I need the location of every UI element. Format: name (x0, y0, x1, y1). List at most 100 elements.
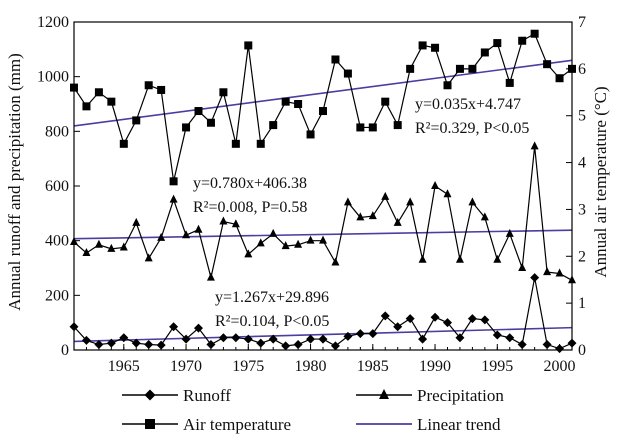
air-temperature-point (256, 139, 265, 148)
air-temperature-point (331, 55, 340, 64)
legend-label-runoff: Runoff (183, 386, 231, 405)
runoff-point (330, 341, 340, 351)
left-axis-tick-label: 0 (61, 342, 69, 359)
runoff-point (418, 334, 428, 344)
temperature-trend-stats: R²=0.329, P<0.05 (415, 120, 529, 137)
air-temperature-point (530, 29, 539, 38)
runoff-point (542, 340, 552, 350)
trend-line-3 (73, 326, 573, 343)
legend-label-precipitation: Precipitation (417, 386, 504, 405)
right-axis-tick-label: 4 (578, 155, 586, 172)
runoff-point (530, 273, 540, 283)
right-axis-tick-label: 6 (578, 61, 586, 78)
runoff-point (355, 329, 365, 339)
air-temperature-point (269, 121, 278, 130)
precipitation-point (94, 239, 103, 248)
runoff-point (144, 340, 154, 350)
runoff-point (218, 333, 228, 343)
axes: 0 200 400 600 800 1000 1200 0 1 2 3 4 5 6 7 1965 1970 197… (37, 14, 586, 375)
air-temperature-point (543, 60, 552, 69)
runoff-point (293, 340, 303, 350)
left-axis-tick-label: 1000 (37, 69, 69, 86)
precipitation-point (368, 211, 377, 220)
runoff-point (106, 338, 116, 348)
runoff-point (206, 340, 216, 350)
runoff-point (169, 322, 179, 332)
precipitation-point (505, 228, 514, 237)
runoff-point (455, 333, 465, 343)
runoff-point (343, 331, 353, 341)
precipitation-point (306, 235, 315, 244)
temperature-trend-equation: y=0.035x+4.747 (415, 96, 521, 113)
x-axis-tick-label: 1985 (357, 358, 389, 375)
precipitation-point (319, 235, 327, 244)
runoff-point (405, 314, 415, 324)
runoff-point (268, 334, 278, 344)
air-temperature-point (294, 100, 303, 108)
x-axis-tick-label: 1980 (295, 358, 327, 375)
runoff-point (368, 329, 378, 339)
air-temperature-point (281, 97, 290, 106)
x-axis-tick-label: 1990 (419, 358, 451, 375)
runoff-point (243, 334, 253, 344)
runoff-point (517, 340, 527, 350)
precipitation-point (281, 241, 290, 250)
runoff-point (318, 334, 328, 344)
air-temperature-point (443, 81, 452, 90)
air-temperature-point (418, 41, 427, 50)
air-temperature-point (505, 78, 514, 87)
precipitation-point (493, 254, 502, 263)
x-axis-tick-label: 2000 (544, 358, 576, 375)
precipitation-point (244, 249, 253, 258)
precipitation-point (406, 197, 415, 206)
precipitation-point (480, 212, 489, 221)
runoff-point (443, 318, 452, 328)
precipitation-point (418, 254, 427, 263)
air-temperature-point (231, 139, 240, 148)
x-axis-tick-label: 1995 (481, 358, 513, 375)
precipitation-point (381, 191, 390, 200)
precipitation-point (219, 216, 228, 225)
precipitation-point (455, 254, 464, 263)
right-axis-tick-label: 1 (578, 295, 586, 312)
precipitation-trend-stats: R²=0.008, P=0.58 (193, 199, 307, 216)
right-axis-tick-label: 5 (578, 108, 586, 125)
precipitation-point (169, 194, 178, 203)
runoff-point (505, 333, 515, 343)
left-axis-tick-label: 400 (45, 233, 69, 250)
x-axis-tick-label: 1970 (170, 358, 202, 375)
legend-label-linear-trend: Linear trend (417, 415, 501, 434)
air-temperature-point (107, 97, 116, 106)
air-temperature-point (480, 48, 489, 57)
legend-swatch-precipitation (379, 389, 389, 399)
precipitation-point (543, 267, 552, 276)
precipitation-point (356, 212, 365, 221)
precipitation-point (443, 189, 452, 198)
precipitation-point (530, 141, 539, 150)
left-axis-tick-label: 1200 (37, 14, 69, 31)
left-axis-tick-label: 200 (45, 287, 69, 304)
runoff-point (380, 311, 390, 321)
air-temperature-point (306, 130, 315, 139)
runoff-point (231, 333, 241, 343)
air-temperature-point (119, 139, 128, 148)
runoff-point (430, 312, 440, 322)
trend-line-1 (73, 59, 573, 127)
left-axis-label: Annual runoff and precipitation (mm) (5, 53, 24, 310)
air-temperature-point (82, 102, 91, 111)
x-axis-tick-label: 1975 (232, 358, 264, 375)
air-temperature-point (468, 64, 477, 73)
air-temperature-point (157, 85, 166, 94)
air-temperature-point (431, 43, 440, 52)
runoff-point (492, 330, 502, 340)
precipitation-point (82, 247, 91, 256)
air-temperature-point (144, 81, 153, 90)
air-temperature-point (94, 88, 103, 97)
right-axis-tick-label: 0 (578, 342, 586, 359)
air-temperature-point (182, 123, 191, 132)
precipitation-point (194, 224, 203, 233)
precipitation-point (555, 268, 564, 277)
legend-label-air-temperature: Air temperature (183, 415, 291, 434)
precipitation-point (231, 219, 240, 228)
